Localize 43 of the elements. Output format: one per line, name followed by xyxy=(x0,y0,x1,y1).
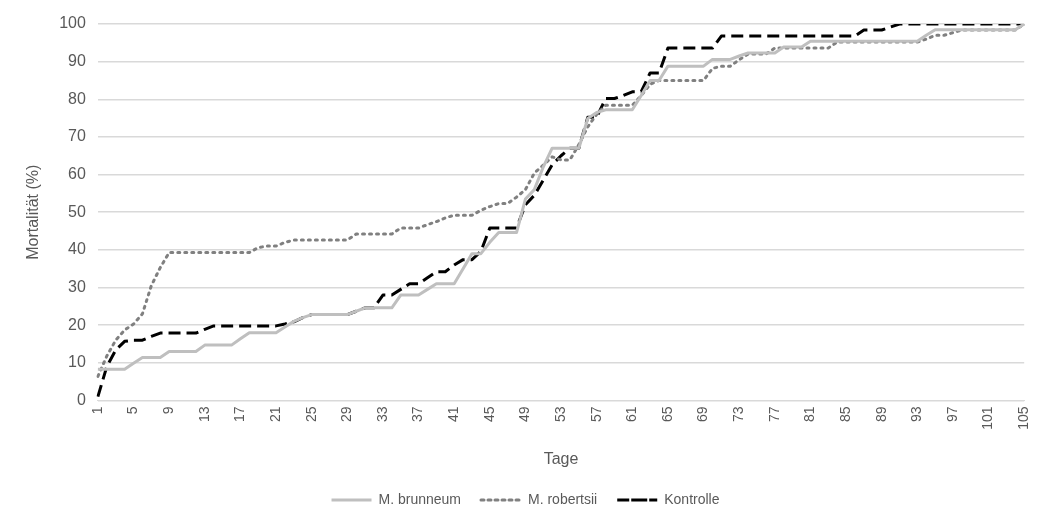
x-tick-label: 13 xyxy=(195,406,212,423)
y-tick-label: 90 xyxy=(68,52,86,70)
x-axis-title: Tage xyxy=(543,449,579,467)
y-axis-title: Mortalität (%) xyxy=(24,164,42,260)
x-tick-label: 45 xyxy=(480,406,497,423)
x-tick-label: 17 xyxy=(231,406,248,423)
y-tick-label: 10 xyxy=(68,353,86,371)
legend-label: M. brunneum xyxy=(378,490,461,507)
x-tick-label: 89 xyxy=(872,406,889,423)
x-tick-label: 101 xyxy=(979,406,996,430)
x-tick-label: 77 xyxy=(765,406,782,423)
y-tick-label: 0 xyxy=(76,390,86,408)
x-tick-label: 65 xyxy=(658,406,675,423)
x-tick-label: 85 xyxy=(836,406,853,423)
y-tick-label: 100 xyxy=(59,14,86,32)
x-tick-label: 21 xyxy=(266,406,283,423)
x-tick-label: 1 xyxy=(88,406,105,415)
x-tick-label: 61 xyxy=(623,406,640,423)
x-tick-label: 81 xyxy=(801,406,818,423)
x-tick-label: 37 xyxy=(409,406,426,423)
x-tick-label: 69 xyxy=(694,406,711,423)
x-tick-label: 57 xyxy=(587,406,604,423)
y-tick-label: 70 xyxy=(68,127,86,145)
x-tick-label: 41 xyxy=(445,406,462,423)
legend-label: M. robertsii xyxy=(528,490,598,507)
x-tick-label: 25 xyxy=(302,406,319,423)
y-tick-label: 40 xyxy=(68,240,86,258)
y-tick-label: 20 xyxy=(68,315,86,333)
x-tick-label: 93 xyxy=(908,406,925,423)
x-tick-label: 97 xyxy=(943,406,960,423)
x-tick-label: 5 xyxy=(124,406,141,415)
x-tick-label: 9 xyxy=(160,406,177,415)
x-tick-label: 49 xyxy=(516,406,533,423)
x-tick-label: 105 xyxy=(1015,406,1032,430)
legend-label: Kontrolle xyxy=(664,490,720,507)
x-tick-label: 53 xyxy=(551,406,568,423)
x-tick-label: 33 xyxy=(373,406,390,423)
y-tick-label: 50 xyxy=(68,202,86,220)
y-tick-label: 80 xyxy=(68,89,86,107)
x-tick-label: 29 xyxy=(338,406,355,423)
y-tick-label: 30 xyxy=(68,277,86,295)
y-tick-label: 60 xyxy=(68,164,86,182)
x-tick-label: 73 xyxy=(730,406,747,423)
